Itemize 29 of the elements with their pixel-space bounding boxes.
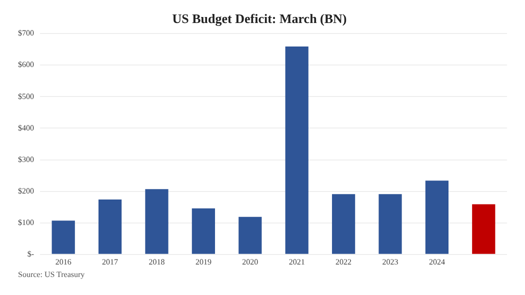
bar <box>285 46 308 254</box>
y-tick-label: $100 <box>18 218 34 227</box>
y-tick-label: $300 <box>18 154 34 164</box>
y-tick-label: $200 <box>18 186 34 196</box>
y-tick-label: $500 <box>18 92 34 101</box>
y-tick-label: $- <box>27 249 34 258</box>
source-note: Source: US Treasury <box>18 270 86 279</box>
x-tick-label: 2016 <box>55 257 72 266</box>
x-tick-label: 2023 <box>382 257 398 266</box>
bar <box>52 220 75 254</box>
bar <box>425 180 449 254</box>
x-tick-label: 2019 <box>195 257 212 266</box>
x-tick-label: 2022 <box>336 257 352 266</box>
bar <box>332 194 356 254</box>
y-tick-label: $400 <box>18 123 34 132</box>
y-tick-label: $700 <box>18 28 34 38</box>
bar <box>238 216 262 254</box>
x-tick-label: 2018 <box>148 257 165 266</box>
y-tick-label: $600 <box>18 60 34 70</box>
x-tick-label: 2024 <box>428 257 445 266</box>
x-tick-label: 2017 <box>102 257 118 266</box>
bar <box>378 194 402 254</box>
bar <box>145 189 168 254</box>
chart-title: US Budget Deficit: March (BN) <box>172 11 347 26</box>
bar <box>472 204 496 254</box>
bar <box>98 200 122 254</box>
bar <box>192 208 216 254</box>
x-tick-label: 2021 <box>288 257 305 266</box>
x-tick-label: 2020 <box>242 257 258 266</box>
